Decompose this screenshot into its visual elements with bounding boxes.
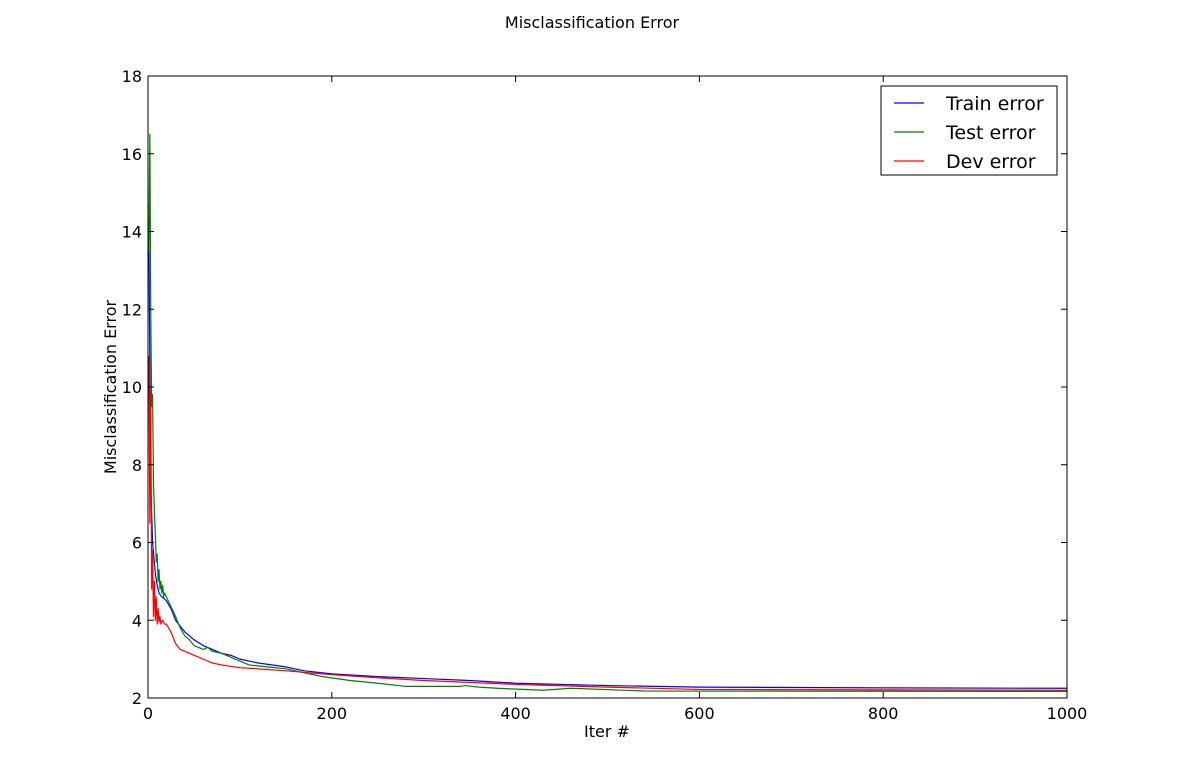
y-tick-label: 16: [122, 145, 142, 164]
y-tick-label: 12: [122, 300, 142, 319]
y-tick-label: 6: [132, 534, 142, 553]
series-line-train-error: [148, 239, 1067, 689]
x-tick-label: 800: [868, 704, 899, 723]
y-tick-label: 18: [122, 67, 142, 86]
plot-frame: [147, 75, 1068, 699]
x-tick-label: 0: [143, 704, 153, 723]
x-axis-label: Iter #: [584, 722, 630, 741]
legend-label-0: Train error: [945, 93, 1044, 115]
legend-label-2: Dev error: [946, 151, 1036, 173]
series-line-test-error: [148, 133, 1067, 692]
legend-entries: Train error Test error Dev error: [894, 93, 1044, 173]
y-tick-label: 14: [122, 223, 142, 242]
y-tick-label: 10: [122, 378, 142, 397]
series-group: [148, 133, 1067, 692]
legend-label-1: Test error: [945, 122, 1036, 144]
plot-background: [148, 76, 1067, 698]
x-tick-label: 600: [684, 704, 715, 723]
y-tick-label: 4: [132, 611, 142, 630]
y-tick-label: 8: [132, 456, 142, 475]
chart-title: Misclassification Error: [505, 13, 680, 32]
legend: Train error Test error Dev error: [880, 85, 1058, 176]
y-tick-label: 2: [132, 689, 142, 708]
plot-area: 0 200 400 600 800 1000 2 4 6 8 10 12 14 16 18: [122, 67, 1088, 723]
x-tick-label: 400: [500, 704, 531, 723]
x-tick-label: 200: [317, 704, 348, 723]
x-tick-label: 1000: [1047, 704, 1088, 723]
legend-box: [880, 85, 1058, 176]
series-line-dev-error: [148, 355, 1067, 691]
y-axis-label: Misclassification Error: [101, 300, 120, 475]
ticks-group: 0 200 400 600 800 1000 2 4 6 8 10 12 14 16 18: [122, 67, 1088, 723]
